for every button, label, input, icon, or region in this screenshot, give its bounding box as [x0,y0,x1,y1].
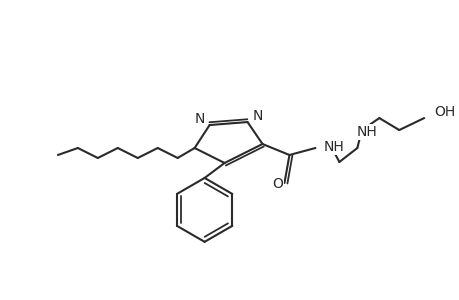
Text: NH: NH [323,140,343,154]
Text: OH: OH [433,105,454,119]
Text: NH: NH [356,125,377,139]
Text: N: N [194,112,204,126]
Text: N: N [252,109,263,123]
Text: O: O [271,177,282,191]
